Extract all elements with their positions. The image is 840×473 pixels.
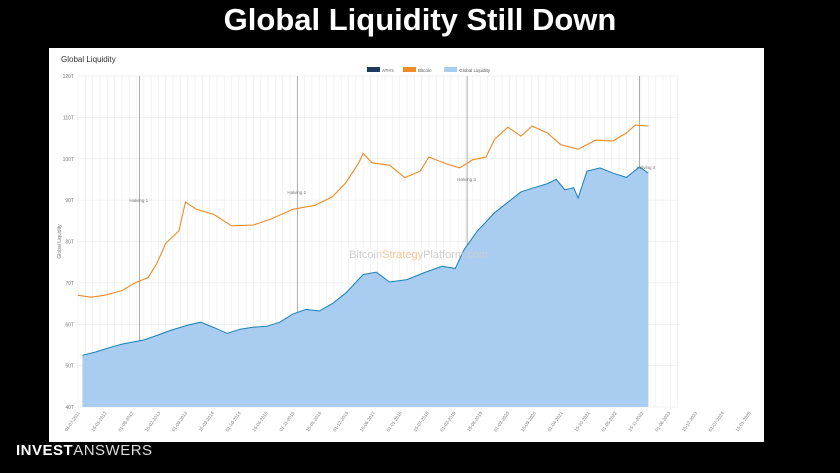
x-tick-label: 15-07-2018 xyxy=(412,410,430,432)
x-tick-label: 15-11-2022 xyxy=(627,410,644,432)
watermark-part: Strategy xyxy=(382,249,423,261)
x-tick-label: 01-10-2014 xyxy=(225,410,243,432)
y-left-tick-label: 40T xyxy=(65,405,74,411)
y-left-tick-label: 100T xyxy=(63,157,74,163)
x-tick-label: 15-02-2013 xyxy=(144,410,162,432)
brand-logo: INVESTANSWERS xyxy=(16,442,153,459)
x-tick-label: 01-08-2012 xyxy=(117,410,135,432)
slide-title: Global Liquidity Still Down xyxy=(223,2,617,37)
y-left-tick-label: 120T xyxy=(63,74,74,80)
global-liquidity-line xyxy=(82,166,649,356)
x-tick-label: 01-02-2019 xyxy=(439,410,457,432)
global-liquidity-area xyxy=(82,167,649,407)
x-tick-label: 15-05-2016 xyxy=(305,410,323,432)
legend-label: Bitcoin xyxy=(418,68,432,73)
x-tick-label: 01-07-2011 xyxy=(64,410,81,432)
x-tick-label: 15-08-2019 xyxy=(466,410,484,432)
bitcoin-line xyxy=(77,124,649,298)
x-tick-label: 15-01-2012 xyxy=(90,410,108,432)
x-tick-label: 01-11-2015 xyxy=(278,410,295,432)
x-tick-label: 15-06-2017 xyxy=(359,410,377,432)
x-tick-label: 01-09-2013 xyxy=(171,410,189,432)
x-tick-label: 15-10-2021 xyxy=(573,410,591,432)
x-tick-label: 01-12-2016 xyxy=(332,410,350,432)
x-tick-label: 01-03-2020 xyxy=(493,410,511,432)
y-left-tick-label: 50T xyxy=(65,364,74,370)
y-left-tick-label: 60T xyxy=(65,322,74,328)
legend-swatch xyxy=(403,67,416,72)
y-axis-label: Global Liquidity xyxy=(57,224,63,259)
x-tick-label: 15-03-2014 xyxy=(198,410,216,432)
x-tick-label: 01-07-2024 xyxy=(708,410,726,432)
x-tick-label: 15-12-2023 xyxy=(681,410,699,432)
halving-label: Halving 3 xyxy=(457,177,476,182)
chart-panel: 40T50T60T70T80T90T100T110T120T1c10c$1$10… xyxy=(49,48,764,442)
watermark-part: Platform.com xyxy=(423,249,488,261)
x-tick-label: 15-01-2025 xyxy=(735,410,753,432)
brand-invest: INVEST xyxy=(16,442,74,459)
brand-answers: ANSWERS xyxy=(73,442,153,459)
chart: 40T50T60T70T80T90T100T110T120T1c10c$1$10… xyxy=(57,67,753,432)
y-left-tick-label: 80T xyxy=(65,240,74,246)
x-tick-label: 01-04-2021 xyxy=(547,410,565,432)
x-tick-label: 01-01-2018 xyxy=(386,410,404,432)
y-left-tick-label: 70T xyxy=(65,281,74,287)
x-tick-label: 01-06-2023 xyxy=(654,410,672,432)
chart-title: Global Liquidity xyxy=(61,55,116,64)
legend-label: ATH's xyxy=(382,68,395,73)
halving-label: Halving 1 xyxy=(129,198,148,203)
watermark-part: Bitcoin xyxy=(349,249,382,261)
x-tick-label: 15-04-2015 xyxy=(251,410,269,432)
legend-swatch xyxy=(367,67,380,72)
legend-label: Global Liquidity xyxy=(459,68,491,73)
halving-label: Halving 4 xyxy=(637,165,656,170)
legend-swatch xyxy=(444,67,458,72)
x-tick-label: 15-09-2020 xyxy=(520,410,538,432)
y-left-tick-label: 110T xyxy=(63,115,74,121)
watermark: BitcoinStrategyPlatform.com xyxy=(349,249,488,261)
y-left-tick-label: 90T xyxy=(65,198,74,204)
x-tick-label: 01-05-2022 xyxy=(600,410,618,432)
halving-label: Halving 2 xyxy=(287,190,306,195)
